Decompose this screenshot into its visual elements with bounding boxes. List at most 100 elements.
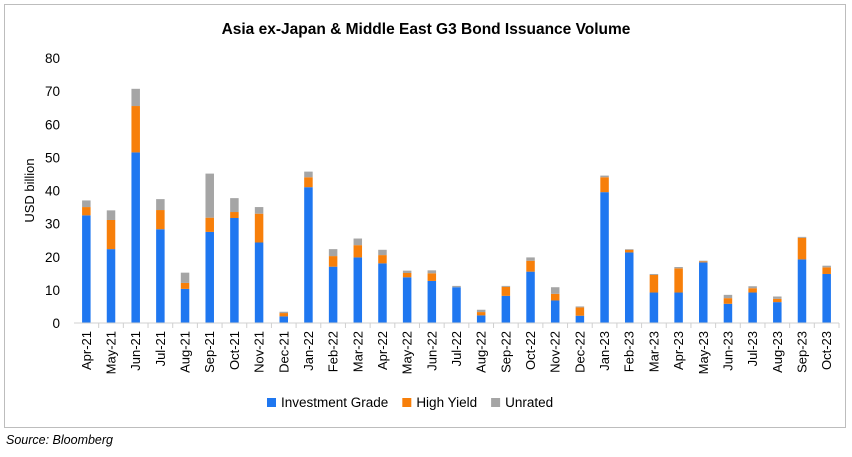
bar-investment-grade [600,192,609,323]
bar-investment-grade [254,242,264,323]
bar-investment-grade [82,215,91,323]
bar-unrated [82,200,91,208]
bar-high-yield [600,177,609,193]
x-tick-label: Feb-22 [326,331,341,372]
bar-investment-grade [550,300,560,323]
bar-investment-grade [624,252,634,323]
bar-high-yield [822,267,831,274]
bar-high-yield [501,286,511,296]
bar-unrated [649,273,659,275]
bar-unrated [822,265,831,268]
bar-high-yield [131,106,140,153]
bar-investment-grade [131,152,140,323]
bar-unrated [279,311,289,314]
y-tick-label: 20 [45,250,60,265]
bar-investment-grade [526,271,535,323]
x-tick-label: May-22 [400,331,415,374]
bar-high-yield [773,298,782,303]
bar-high-yield [254,213,264,243]
bar-high-yield [106,219,116,250]
bar-unrated [476,309,486,313]
bar-high-yield [328,256,338,267]
bar-high-yield [699,261,708,263]
bar-investment-grade [427,280,437,323]
bar-unrated [501,285,511,287]
bar-high-yield [748,288,757,293]
bar-investment-grade [476,315,486,323]
bar-investment-grade [378,263,387,323]
y-tick-label: 40 [45,184,60,199]
bar-high-yield [180,282,190,289]
y-tick-label: 60 [45,117,60,132]
bar-unrated [575,306,585,308]
x-tick-label: Oct-22 [523,331,538,370]
bar-investment-grade [822,273,831,323]
x-tick-label: Jul-21 [153,331,168,366]
bar-high-yield [378,255,387,264]
bar-investment-grade [328,266,338,323]
bar-unrated [156,199,165,211]
bar-unrated [600,175,609,178]
x-tick-label: Sep-21 [202,331,217,373]
bar-investment-grade [773,302,782,323]
source-note: Source: Bloomberg [6,433,114,447]
bar-high-yield [353,245,363,258]
x-tick-label: Aug-23 [770,331,785,373]
bar-high-yield [205,217,214,232]
bar-investment-grade [230,217,239,323]
x-tick-label: Nov-21 [252,331,267,373]
y-tick-label: 0 [52,316,60,331]
x-tick-label: Apr-22 [375,331,390,370]
y-tick-label: 70 [45,84,60,99]
bar-high-yield [674,268,683,293]
y-tick-label: 30 [45,217,60,232]
bar-unrated [205,173,214,218]
x-tick-label: Aug-21 [178,331,193,373]
bar-investment-grade [279,316,289,323]
chart-frame: Asia ex-Japan & Middle East G3 Bond Issu… [4,4,846,428]
bar-unrated [452,285,461,288]
bar-unrated [773,296,782,299]
legend-label-unrated: Unrated [505,395,553,410]
x-tick-label: Apr-23 [671,331,686,370]
x-tick-label: Jul-23 [745,331,760,366]
bar-high-yield [723,298,733,304]
bar-investment-grade [797,259,807,323]
x-tick-label: Feb-23 [622,331,637,372]
bar-investment-grade [205,231,214,323]
bar-unrated [699,260,708,262]
x-tick-label: Jan-23 [597,331,612,371]
bar-investment-grade [106,249,116,323]
bar-high-yield [427,273,437,281]
bar-high-yield [797,237,807,260]
bar-high-yield [156,210,165,230]
bar-unrated [106,210,116,220]
bar-investment-grade [501,295,511,323]
legend-swatch-high-yield [402,398,412,407]
bar-unrated [550,287,560,294]
bar-investment-grade [402,277,412,323]
bar-high-yield [575,307,585,316]
x-tick-label: Aug-22 [474,331,489,373]
x-tick-label: May-23 [696,331,711,374]
legend-swatch-investment-grade [267,398,276,407]
bar-high-yield [402,272,412,278]
y-tick-label: 80 [45,51,60,66]
bar-unrated [328,249,338,257]
legend-swatch-unrated [491,398,501,407]
x-tick-label: Jun-23 [720,331,735,371]
bar-investment-grade [304,187,313,323]
bar-high-yield [279,313,289,317]
bar-unrated [378,249,387,256]
x-tick-label: Jan-22 [301,331,316,371]
bar-investment-grade [748,292,757,323]
legend-label-investment-grade: Investment Grade [281,395,388,410]
x-tick-label: Jul-22 [449,331,464,366]
x-tick-label: May-21 [104,331,119,374]
bar-unrated [748,286,757,289]
x-tick-label: Jun-21 [128,331,143,371]
bar-investment-grade [353,257,363,323]
bar-unrated [427,270,437,274]
bar-investment-grade [156,229,165,323]
bar-unrated [402,270,412,273]
